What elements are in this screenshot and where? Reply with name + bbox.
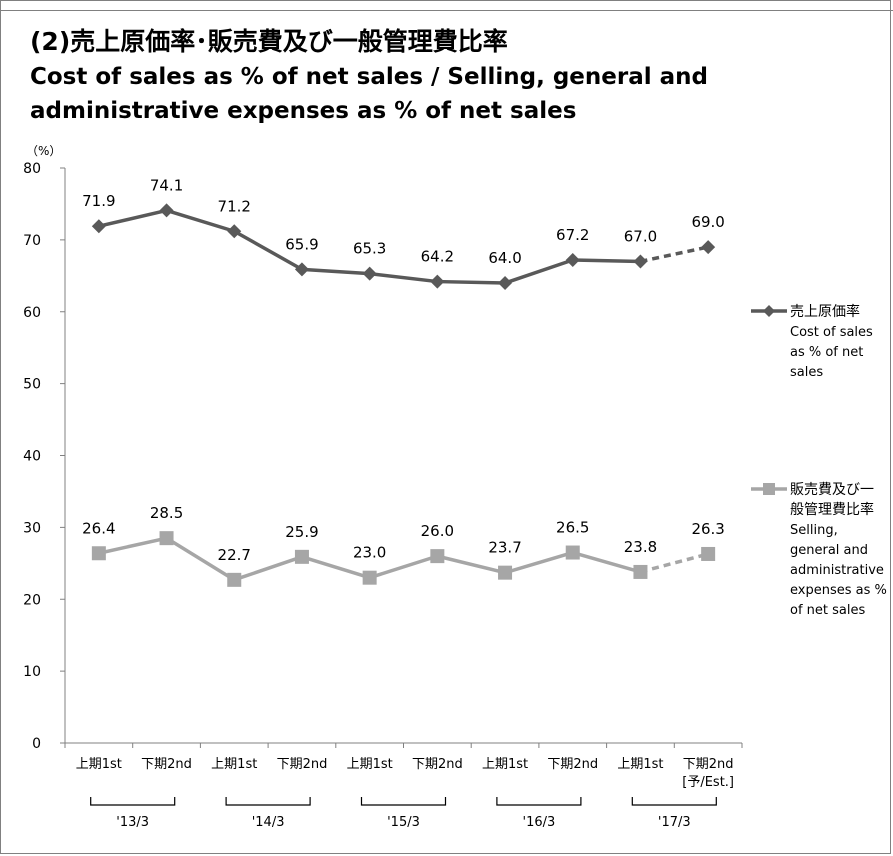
data-label: 64.2: [421, 248, 454, 266]
data-point: [91, 546, 106, 561]
series-line-estimate-2: [640, 552, 709, 574]
y-tick-label: 20: [23, 592, 41, 608]
data-label: 71.9: [82, 192, 115, 210]
data-label: 26.3: [691, 520, 724, 538]
data-point: [91, 219, 106, 234]
x-tick-label: 下期2nd: [141, 757, 192, 772]
legend-label-2: general and: [790, 543, 868, 558]
data-label: 67.2: [556, 226, 589, 244]
legend-label-2: expenses as %: [790, 583, 887, 598]
data-point: [294, 549, 309, 564]
legend-label-1: 売上原価率: [790, 303, 860, 320]
data-point: [498, 276, 513, 290]
y-tick-label: 0: [32, 736, 41, 752]
legend-marker-2: [763, 483, 775, 495]
data-point: [362, 570, 377, 585]
data-point: [159, 203, 174, 218]
y-tick-label: 30: [23, 520, 41, 536]
chart-title-en: Cost of sales as % of net sales / Sellin…: [30, 64, 708, 124]
data-label: 64.0: [488, 249, 521, 267]
legend-label-2: of net sales: [790, 603, 865, 618]
data-label: 65.3: [353, 240, 386, 258]
chart-title-jp: (2)売上原価率･販売費及び一般管理費比率: [30, 27, 508, 56]
x-tick-label: 上期1st: [482, 757, 528, 772]
x-tick-label: 下期2nd: [683, 757, 734, 772]
data-point: [565, 545, 580, 560]
data-label: 26.0: [421, 522, 454, 540]
data-label: 28.5: [150, 504, 183, 522]
y-tick-label: 10: [23, 664, 41, 680]
year-group-bracket: [225, 797, 311, 806]
data-label: 26.5: [556, 519, 589, 537]
estimate-note: [予/Est.]: [682, 775, 734, 790]
legend-label-1: Cost of sales: [790, 325, 873, 340]
data-label: 71.2: [218, 197, 251, 215]
data-label: 74.1: [150, 176, 183, 194]
y-tick-label: 60: [23, 305, 41, 321]
data-point: [498, 565, 513, 580]
year-group-label: '15/3: [387, 815, 420, 830]
data-point: [227, 224, 242, 239]
data-label: 22.7: [218, 546, 251, 564]
data-label: 25.9: [285, 523, 318, 541]
data-point: [227, 572, 242, 587]
year-group-bracket: [631, 797, 717, 806]
y-tick-label: 50: [23, 377, 41, 393]
y-tick-label: 40: [23, 449, 41, 465]
legend-label-2: administrative: [790, 563, 884, 578]
x-tick-label: 上期1st: [347, 757, 393, 772]
data-point: [159, 531, 174, 546]
legend-marker-1: [763, 305, 775, 317]
x-tick-label: 下期2nd: [277, 757, 328, 772]
y-tick-label: 80: [23, 161, 41, 177]
legend-label-2: Selling,: [790, 523, 838, 538]
x-tick-label: 上期1st: [617, 757, 663, 772]
data-point: [701, 546, 716, 561]
legend-label-1: sales: [790, 365, 823, 380]
data-label: 26.4: [82, 519, 115, 537]
data-label: 67.0: [624, 227, 657, 245]
legend-label-1: as % of net: [790, 345, 863, 360]
data-point: [701, 240, 716, 255]
data-point: [430, 274, 445, 289]
x-tick-label: 上期1st: [76, 757, 122, 772]
year-group-label: '13/3: [116, 815, 149, 830]
year-group-label: '16/3: [523, 815, 556, 830]
data-point: [565, 253, 580, 267]
data-point: [430, 549, 445, 564]
data-point: [633, 564, 648, 579]
legend-label-2: 販売費及び一: [790, 482, 874, 498]
x-tick-label: 下期2nd: [547, 757, 598, 772]
y-unit-label: （%）: [26, 144, 61, 158]
data-label: 23.0: [353, 544, 386, 562]
data-point: [633, 254, 648, 269]
data-label: 23.8: [624, 538, 657, 556]
x-tick-label: 下期2nd: [412, 757, 463, 772]
data-label: 23.7: [488, 539, 521, 557]
series-line-estimate-1: [640, 245, 709, 264]
year-group-bracket: [90, 797, 176, 806]
year-group-label: '17/3: [658, 815, 691, 830]
legend-label-2: 般管理費比率: [790, 501, 874, 518]
data-point: [362, 266, 377, 281]
data-label: 65.9: [285, 235, 318, 253]
year-group-bracket: [496, 797, 582, 806]
x-tick-label: 上期1st: [211, 757, 257, 772]
data-point: [294, 262, 309, 277]
y-tick-label: 70: [23, 233, 41, 249]
top-divider: [0, 10, 893, 11]
year-group-bracket: [360, 797, 447, 806]
year-group-label: '14/3: [252, 815, 285, 830]
data-label: 69.0: [691, 213, 724, 231]
